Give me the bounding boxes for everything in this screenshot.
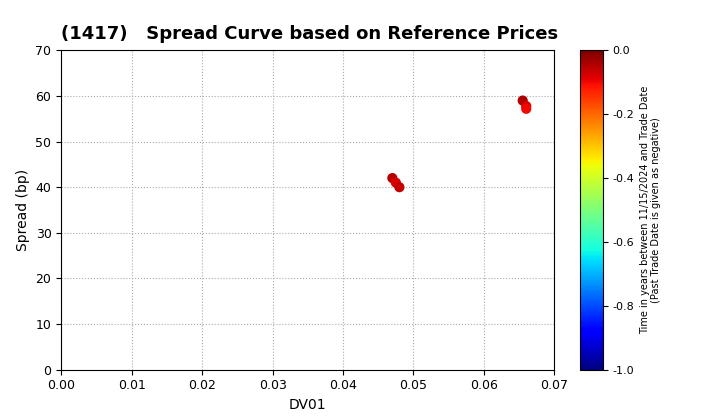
Text: (1417)   Spread Curve based on Reference Prices: (1417) Spread Curve based on Reference P… <box>61 25 558 43</box>
Point <box>394 184 405 191</box>
Point <box>390 179 402 186</box>
X-axis label: DV01: DV01 <box>289 398 327 412</box>
Y-axis label: Time in years between 11/15/2024 and Trade Date
(Past Trade Date is given as neg: Time in years between 11/15/2024 and Tra… <box>639 86 661 334</box>
Point <box>517 97 528 104</box>
Point <box>521 105 532 112</box>
Y-axis label: Spread (bp): Spread (bp) <box>16 169 30 251</box>
Point <box>521 102 532 109</box>
Point <box>387 175 398 181</box>
